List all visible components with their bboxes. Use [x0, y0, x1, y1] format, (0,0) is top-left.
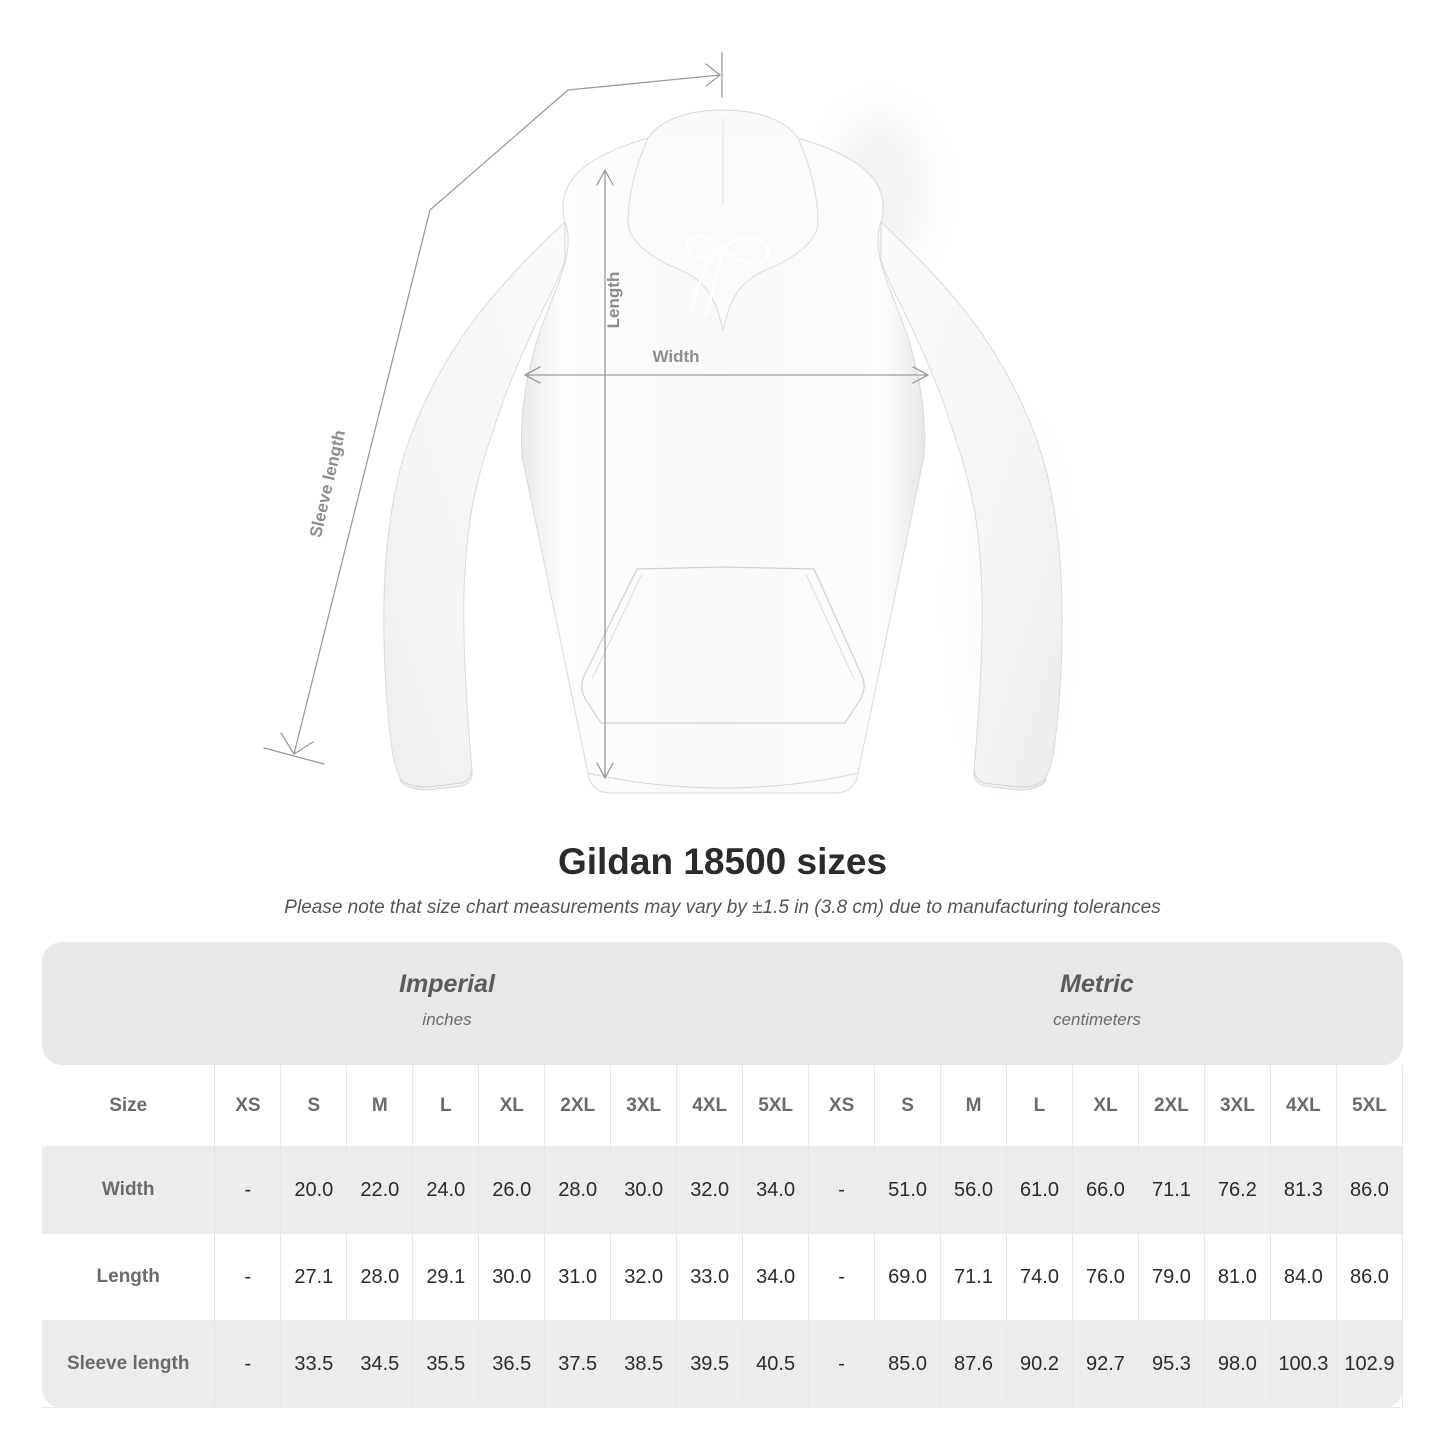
svg-text:Width: Width — [652, 347, 699, 366]
svg-text:Sleeve length: Sleeve length — [306, 428, 349, 539]
svg-text:Length: Length — [604, 272, 623, 329]
